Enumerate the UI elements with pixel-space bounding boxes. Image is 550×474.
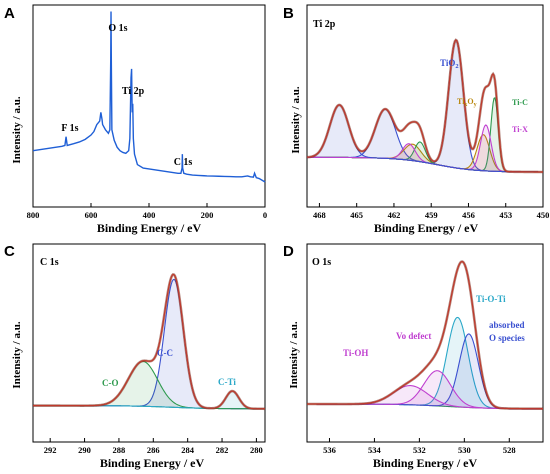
x-tick-label-c-2: 288 xyxy=(113,445,126,455)
ti2p-label-tio2-main: TiO xyxy=(440,58,455,68)
ti2p-label-tic: Ti-C xyxy=(512,98,528,107)
c1s-plot: 292 290 288 286 284 282 280 xyxy=(32,243,266,455)
x-tick-label-a-3: 200 xyxy=(201,210,214,220)
ti2p-label-tix: Ti-X xyxy=(512,125,528,134)
y-axis-title-c: Intensity / a.u. xyxy=(11,321,23,388)
panel-b: B 468 465 462 459 456 453 450 Intensity / a.u.… xyxy=(283,4,550,235)
ti2p-label-tixoy-ti: Ti xyxy=(457,97,465,106)
x-tick-label-c-3: 286 xyxy=(147,445,160,455)
x-tick-label-a-4: 0 xyxy=(263,210,267,220)
x-tick-label-c-6: 280 xyxy=(250,445,263,455)
envelope-line-c xyxy=(33,273,265,410)
panel-d: D 536 534 532 530 528 Intensity / a.u. Bindi… xyxy=(283,243,544,470)
peak-fill-b-5 xyxy=(307,141,543,173)
survey-peak-label-c1s: C 1s xyxy=(174,157,193,168)
o1s-label-absorbed: absorbed xyxy=(489,320,525,330)
panel-title-ti2p: Ti 2p xyxy=(313,19,336,30)
x-tick-label-d-4: 528 xyxy=(503,445,516,455)
panel-title-c1s: C 1s xyxy=(40,257,59,268)
peak-fill-b-4 xyxy=(307,97,543,173)
plot-frame-d xyxy=(306,243,544,443)
x-tick-label-c-5: 282 xyxy=(216,445,229,455)
x-tick-label-b-2: 462 xyxy=(388,210,401,220)
x-axis-title-b: Binding Energy / eV xyxy=(374,221,479,235)
x-tick-label-a-1: 600 xyxy=(85,210,98,220)
x-tick-label-b-1: 465 xyxy=(350,210,363,220)
panel-letter-d: D xyxy=(283,243,294,260)
x-tick-label-b-5: 453 xyxy=(499,210,512,220)
x-tick-label-b-0: 468 xyxy=(313,210,326,220)
ti2p-label-tio2: TiO2 xyxy=(440,58,459,70)
x-axis-title-d: Binding Energy / eV xyxy=(373,456,478,470)
peak-fill-b-3 xyxy=(307,144,543,173)
peak-fill-b-2 xyxy=(307,134,543,173)
panel-title-o1s: O 1s xyxy=(312,257,331,268)
panel-letter-a: A xyxy=(4,5,15,22)
x-tick-label-c-0: 292 xyxy=(44,445,57,455)
peak-fill-c-2 xyxy=(33,391,265,409)
x-tick-label-a-0: 800 xyxy=(27,210,40,220)
panel-letter-b: B xyxy=(283,5,294,22)
envelope-line-d xyxy=(307,260,544,410)
plot-frame-b xyxy=(306,4,544,208)
survey-peak-label-f1s: F 1s xyxy=(61,123,78,134)
o1s-label-tioh: Ti-OH xyxy=(343,348,368,358)
x-tick-label-c-1: 290 xyxy=(78,445,91,455)
survey-spectrum-line xyxy=(32,11,266,183)
ti2p-label-tixoy-y: y xyxy=(474,102,477,108)
o1s-plot: 536 534 532 530 528 xyxy=(306,243,544,455)
x-tick-label-c-4: 284 xyxy=(181,445,195,455)
survey-peak-label-o1s: O 1s xyxy=(108,23,127,34)
o1s-label-tioti: Ti-O-Ti xyxy=(476,294,506,304)
c1s-label-cc: C-C xyxy=(157,348,173,358)
ti2p-label-tio2-sub: 2 xyxy=(455,63,458,70)
peak-fill-d-3 xyxy=(307,385,543,409)
survey-peak-label-ti2p: Ti 2p xyxy=(122,86,145,97)
peak-fill-d-1 xyxy=(307,333,543,409)
panel-c: C 292 290 288 286 284 282 280 Intensity / a.u.… xyxy=(4,243,266,470)
peak-fill-b-6 xyxy=(307,124,543,173)
x-tick-label-d-1: 534 xyxy=(368,445,382,455)
x-tick-label-d-2: 532 xyxy=(413,445,426,455)
y-axis-title-b: Intensity / a.u. xyxy=(290,86,302,153)
panel-a: A 800 600 400 200 0 Intensity / a.u. Binding… xyxy=(4,4,267,235)
x-tick-label-a-2: 400 xyxy=(143,210,156,220)
y-axis-title-a: Intensity / a.u. xyxy=(11,96,23,163)
peak-fill-c-1 xyxy=(33,361,265,409)
o1s-label-vo-defect: Vo defect xyxy=(396,331,431,341)
peak-fill-d-2 xyxy=(307,370,543,409)
ti2p-label-tixoy-o: O xyxy=(467,97,473,106)
c1s-label-co: C-O xyxy=(102,378,119,388)
plot-frame-c xyxy=(32,243,266,443)
ti2p-label-tixoy: TixOy xyxy=(457,97,477,108)
x-tick-label-b-4: 456 xyxy=(462,210,475,220)
x-axis-title-a: Binding Energy / eV xyxy=(97,221,202,235)
x-tick-label-b-3: 459 xyxy=(425,210,438,220)
c1s-label-cti: C-Ti xyxy=(218,377,236,387)
x-tick-label-d-0: 536 xyxy=(323,445,336,455)
x-tick-label-b-6: 450 xyxy=(537,210,550,220)
y-axis-title-d: Intensity / a.u. xyxy=(288,321,300,388)
ti2p-label-tixoy-x: x xyxy=(464,102,467,108)
x-axis-title-c: Binding Energy / eV xyxy=(100,456,205,470)
o1s-label-o-species: O species xyxy=(489,333,525,343)
ti2p-plot: 468 465 462 459 456 453 450 xyxy=(306,4,550,220)
envelope-line-b xyxy=(306,39,544,173)
panel-letter-c: C xyxy=(4,243,15,260)
x-tick-label-d-3: 530 xyxy=(458,445,471,455)
survey-plot: 800 600 400 200 0 xyxy=(27,4,267,220)
